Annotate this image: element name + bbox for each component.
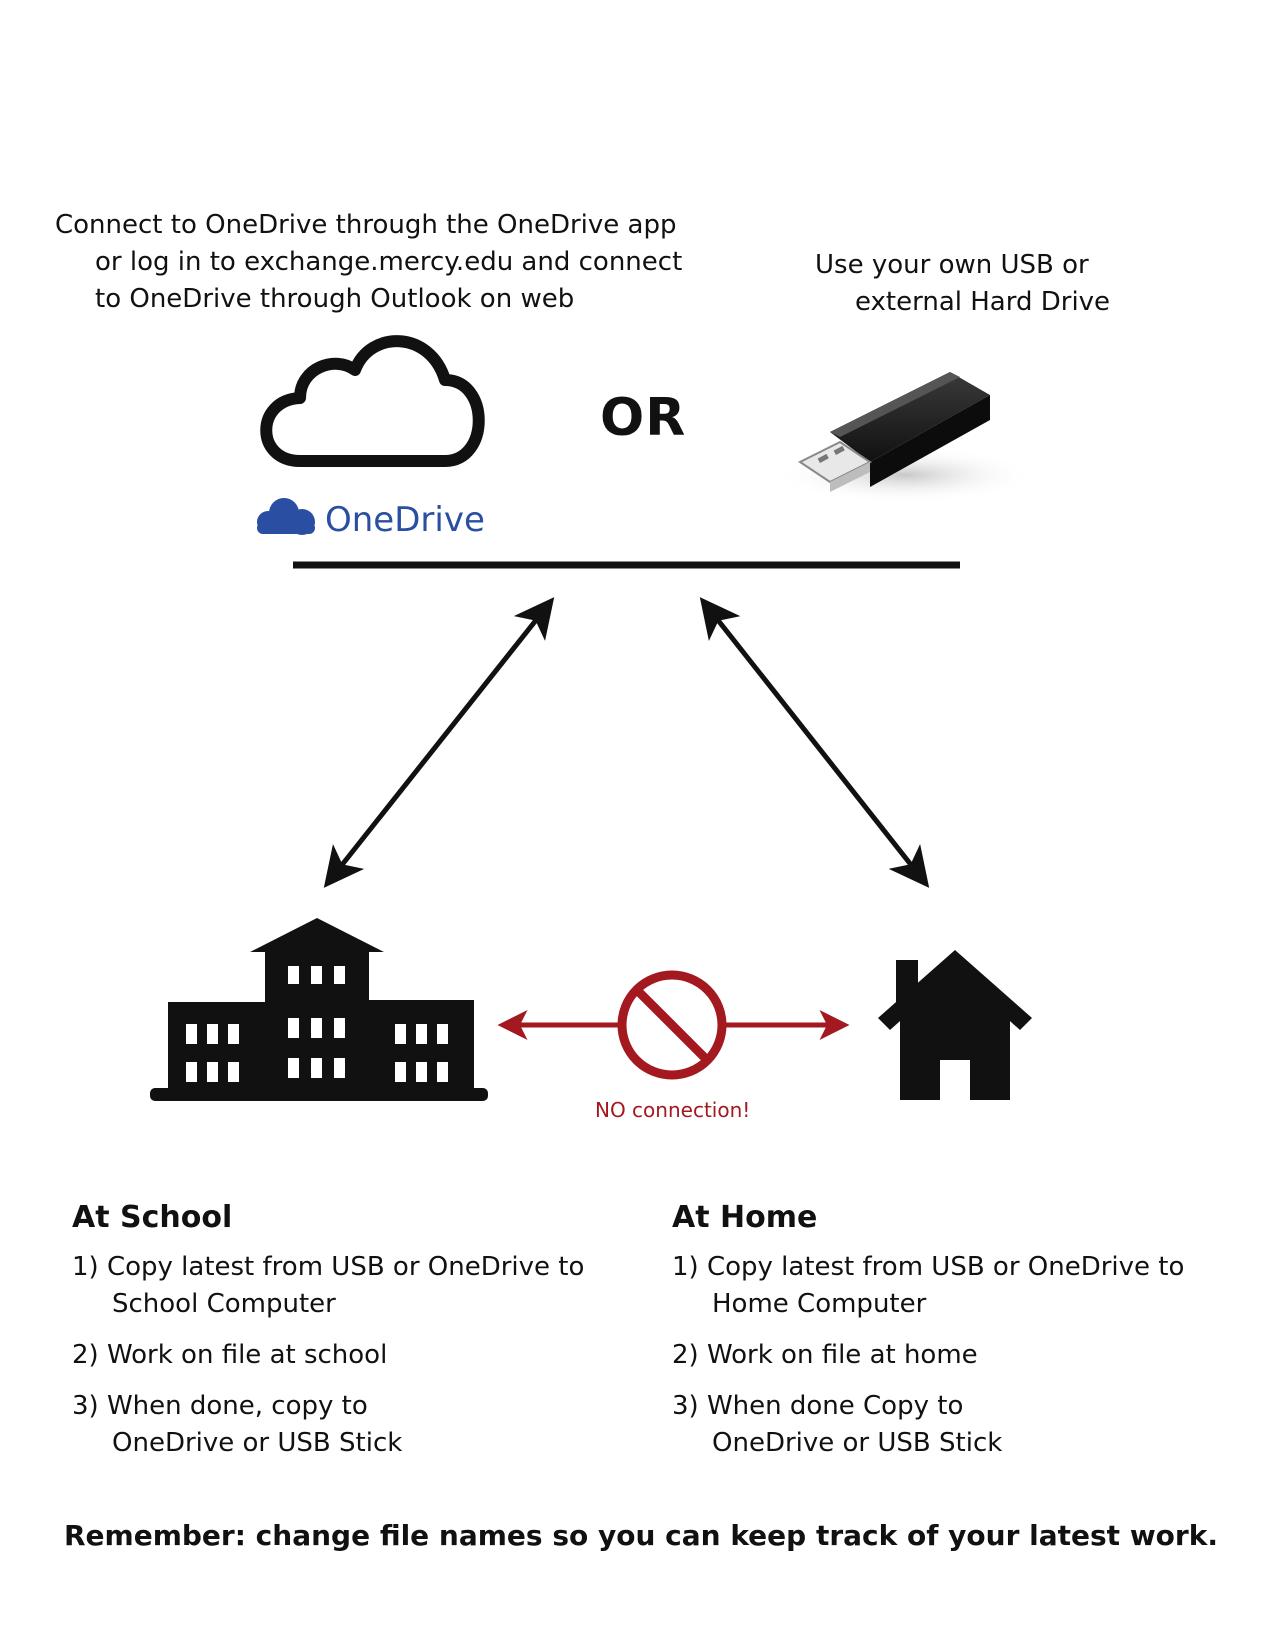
onedrive-instructions: Connect to OneDrive through the OneDrive… xyxy=(55,207,682,318)
school-heading: At School xyxy=(72,1200,233,1235)
school-step: 3) When done, copy to OneDrive or USB St… xyxy=(72,1388,584,1462)
no-connection-label: NO connection! xyxy=(595,1098,751,1122)
school-step-line: 3) When done, copy to xyxy=(72,1391,368,1421)
school-section: At School 1) Copy latest from USB or One… xyxy=(72,1200,584,1462)
onedrive-logo-label: OneDrive xyxy=(325,500,485,540)
usb-instructions-line: Use your own USB or xyxy=(815,250,1089,280)
usb-instructions: Use your own USB or external Hard Drive xyxy=(815,247,1110,321)
usb-stick-icon xyxy=(775,372,1035,503)
school-step-line: OneDrive or USB Stick xyxy=(112,1428,403,1458)
home-step: 2) Work on file at home xyxy=(672,1337,1184,1374)
onedrive-instructions-line: Connect to OneDrive through the OneDrive… xyxy=(55,210,677,240)
usb-instructions-line: external Hard Drive xyxy=(855,287,1111,317)
prohibited-icon xyxy=(617,970,727,1080)
home-step: 3) When done Copy to OneDrive or USB Sti… xyxy=(672,1388,1184,1462)
home-step: 1) Copy latest from USB or OneDrive to H… xyxy=(672,1249,1184,1323)
home-step-line: Home Computer xyxy=(712,1289,927,1319)
school-sync-arrow xyxy=(323,597,555,888)
home-step-line: 1) Copy latest from USB or OneDrive to xyxy=(672,1252,1185,1282)
home-step-line: 2) Work on file at home xyxy=(672,1340,978,1370)
house-icon xyxy=(878,950,1032,1100)
home-step-line: OneDrive or USB Stick xyxy=(712,1428,1003,1458)
school-step-line: 1) Copy latest from USB or OneDrive to xyxy=(72,1252,585,1282)
school-step: 2) Work on file at school xyxy=(72,1337,584,1374)
onedrive-logo-icon xyxy=(257,498,315,535)
reminder-note: Remember: change file names so you can k… xyxy=(64,1519,1218,1552)
cloud-icon xyxy=(260,335,485,467)
onedrive-instructions-line: to OneDrive through Outlook on web xyxy=(95,284,575,314)
or-label: OR xyxy=(600,388,687,448)
onedrive-instructions-line: or log in to exchange.mercy.edu and conn… xyxy=(95,247,683,277)
school-step-line: 2) Work on file at school xyxy=(72,1340,388,1370)
school-step-line: School Computer xyxy=(112,1289,336,1319)
home-heading: At Home xyxy=(672,1200,818,1235)
school-step: 1) Copy latest from USB or OneDrive to S… xyxy=(72,1249,584,1323)
school-building-icon xyxy=(150,918,488,1101)
home-section: At Home 1) Copy latest from USB or OneDr… xyxy=(672,1200,1184,1462)
home-step-line: 3) When done Copy to xyxy=(672,1391,964,1421)
home-sync-arrow xyxy=(699,597,930,888)
